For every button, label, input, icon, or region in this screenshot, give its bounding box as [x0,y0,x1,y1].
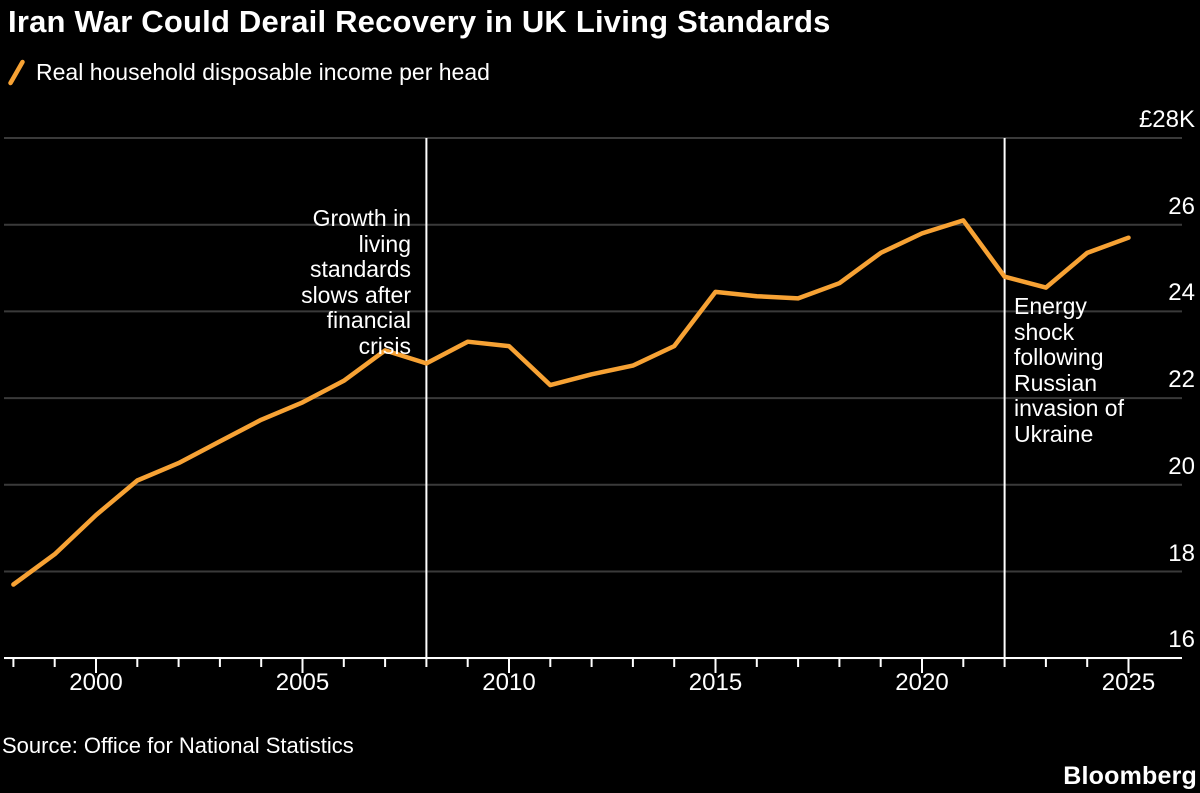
legend-label: Real household disposable income per hea… [36,59,490,85]
annotation-energy-shock: Energy shock following Russian invasion … [1014,293,1124,447]
x-axis-label-2025: 2025 [1101,669,1156,696]
y-axis-label-22: 22 [1168,366,1195,394]
source-note: Source: Office for National Statistics [2,733,354,758]
y-axis-label-28: £28K [1138,106,1195,133]
income-line [11,218,1131,587]
y-axis-label-26: 26 [1168,192,1195,220]
annotation-financial-crisis: Growth in living standards slows after f… [301,205,411,359]
y-axis-label-20: 20 [1168,452,1195,480]
x-axis-label-2020: 2020 [895,669,949,696]
x-axis-label-2010: 2010 [482,669,536,696]
legend: Real household disposable income per hea… [8,59,490,86]
x-axis-label-2000: 2000 [69,669,123,696]
y-axis-label-18: 18 [1168,539,1195,567]
y-axis-label-16: 16 [1168,626,1195,654]
legend-slash-icon [8,59,25,86]
bloomberg-logo: Bloomberg [1063,762,1197,790]
y-axis-label-24: 24 [1168,279,1195,307]
page-title: Iran War Could Derail Recovery in UK Liv… [8,4,831,39]
x-axis-label-2005: 2005 [275,669,330,696]
x-axis-label-2015: 2015 [688,669,743,696]
